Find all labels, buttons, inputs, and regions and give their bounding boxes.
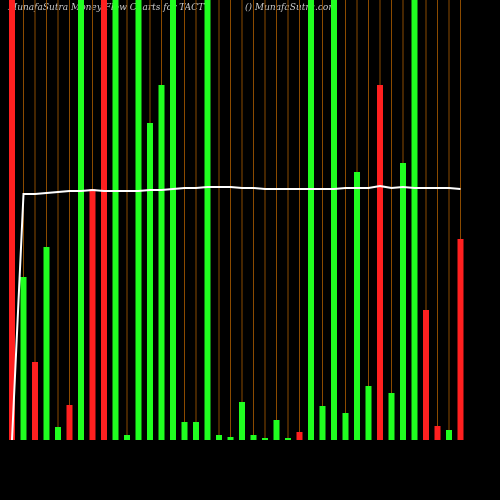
bar [170, 0, 176, 440]
bar [273, 420, 280, 440]
bar [365, 386, 372, 440]
bar [400, 163, 406, 440]
bar [9, 0, 15, 440]
bar [112, 0, 119, 440]
bar [296, 432, 303, 440]
chart-subtitle: () MunafaSutra.com [245, 2, 337, 13]
bar [354, 172, 360, 440]
bar [66, 405, 73, 440]
bar [285, 438, 291, 440]
bar [147, 123, 153, 440]
bar [250, 435, 257, 440]
bar [216, 435, 222, 440]
bar [204, 0, 211, 440]
bar [20, 277, 27, 440]
bar [239, 402, 245, 440]
bar [32, 362, 38, 440]
bar [158, 85, 165, 440]
bar [331, 0, 337, 440]
bar [262, 438, 268, 440]
bar [193, 422, 199, 440]
bar [319, 406, 326, 440]
bar [342, 413, 349, 440]
bar [124, 435, 130, 440]
bar [43, 247, 50, 440]
bar [377, 85, 383, 440]
bar [423, 310, 429, 440]
bar [78, 0, 84, 440]
bar [434, 426, 441, 440]
bar [227, 437, 234, 440]
bar [101, 0, 107, 440]
bar [55, 427, 61, 440]
bar [89, 189, 96, 440]
bar [135, 0, 142, 440]
bar [446, 430, 452, 440]
bar [457, 239, 464, 440]
bar [181, 422, 188, 440]
bar [308, 0, 314, 440]
money-flow-line [11, 184, 461, 441]
bar [411, 0, 418, 440]
bar [388, 393, 395, 440]
